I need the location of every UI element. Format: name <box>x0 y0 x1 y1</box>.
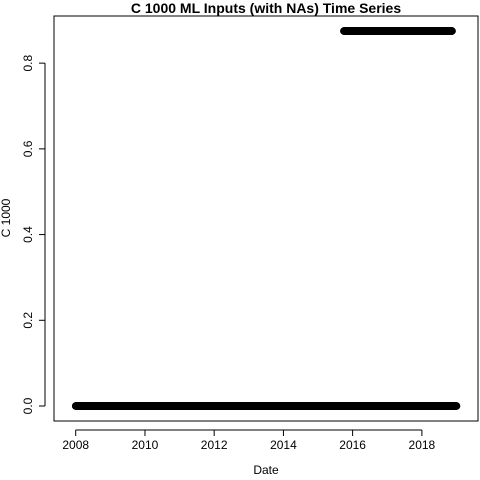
series-1 <box>71 402 461 410</box>
chart-title: C 1000 ML Inputs (with NAs) Time Series <box>131 0 401 16</box>
data-layer <box>71 27 461 410</box>
series-2 <box>340 27 456 35</box>
plot-frame <box>53 15 479 422</box>
